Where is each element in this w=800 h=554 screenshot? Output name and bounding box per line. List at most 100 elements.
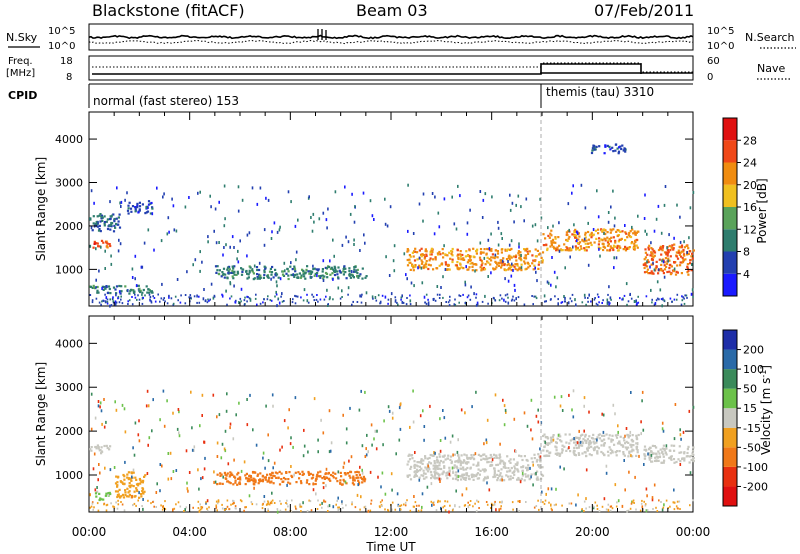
power-marks-ground: [149, 298, 151, 301]
power-marks-cell: [496, 256, 499, 259]
vel-marks-scatter: [498, 508, 500, 512]
power-marks-ground: [295, 295, 297, 298]
power-marks-cell: [683, 246, 686, 249]
nsearch-tick-bottom: 10^0: [707, 41, 734, 52]
vel-marks-cell: [616, 433, 619, 436]
power-marks-ground: [243, 303, 246, 306]
power-marks-cell: [592, 145, 595, 148]
power-marks-cell: [614, 239, 617, 242]
power-marks-ground: [381, 294, 384, 297]
power-marks-cell: [524, 254, 527, 257]
power-marks-scatter: [612, 189, 614, 193]
vel-marks-cell: [645, 449, 648, 452]
vel-marks-scatter: [475, 390, 477, 394]
power-marks-scatter: [294, 224, 297, 228]
power-marks-cell: [675, 270, 678, 273]
power-marks-cell: [667, 257, 670, 260]
power-marks-cell: [606, 236, 609, 239]
power-marks-cell: [534, 255, 537, 258]
vel-marks-cell: [528, 478, 531, 481]
power-marks-scatter: [503, 298, 505, 302]
vel-marks-cell: [354, 471, 357, 474]
power-marks-scatter: [134, 254, 137, 258]
vel-marks-cell: [630, 439, 633, 442]
power-marks-ground: [248, 297, 251, 300]
vel-marks-ground: [221, 503, 223, 506]
power-marks-cell: [429, 253, 432, 256]
vel-marks-cell: [622, 436, 625, 440]
power-colorbar-label: Power [dB]: [755, 178, 769, 243]
power-marks-cell: [636, 246, 639, 249]
power-marks-scatter: [401, 300, 404, 304]
nave-tick-top: 60: [707, 56, 720, 67]
power-marks-cell: [687, 252, 690, 256]
vel-marks-scatter: [199, 424, 201, 428]
vel-marks-cell: [484, 469, 487, 472]
vel-marks-cell: [336, 480, 339, 483]
vel-marks-cell: [134, 476, 137, 479]
power-marks-cell: [565, 246, 568, 249]
power-marks-cell: [232, 271, 235, 275]
vel-marks-cell: [541, 466, 544, 469]
power-marks-cell: [511, 264, 514, 267]
vel-marks-scatter: [423, 438, 425, 442]
power-marks-cell: [632, 232, 635, 235]
power-marks-ground: [127, 300, 129, 303]
power-marks-cell: [676, 257, 680, 260]
vel-marks-cell: [672, 458, 676, 461]
vel-marks-scatter: [605, 464, 608, 468]
power-marks-ground: [656, 297, 659, 300]
power-marks-cell: [342, 268, 345, 271]
power-marks-cell: [316, 272, 319, 275]
vel-marks-scatter: [103, 425, 106, 429]
vel-marks-scatter: [267, 459, 270, 463]
power-marks-cell: [298, 272, 301, 275]
vel-marks-ground: [583, 510, 585, 512]
vel-marks-cell: [658, 452, 661, 455]
vel-marks-cell: [439, 459, 442, 463]
power-marks-scatter: [644, 229, 646, 233]
vel-marks-cell: [248, 480, 251, 483]
vel-marks-ground: [351, 503, 353, 506]
vel-marks-ground: [414, 501, 417, 504]
power-marks-cell: [321, 274, 324, 277]
power-marks-cell: [690, 255, 693, 258]
power-marks-cell: [673, 243, 676, 246]
power-marks-cell: [108, 224, 111, 227]
vel-marks-cell: [297, 471, 300, 474]
nsearch-series: [88, 39, 694, 45]
power-marks-ground: [448, 304, 451, 307]
vel-marks-cell: [238, 482, 241, 485]
power-marks-cell: [423, 264, 426, 267]
power-marks-scatter: [417, 266, 419, 270]
power-marks-cell: [622, 149, 625, 152]
vel-marks-cell: [438, 464, 441, 467]
beam-title: Beam 03: [356, 1, 428, 20]
power-marks-ground: [425, 302, 428, 305]
power-marks-scatter: [466, 232, 469, 236]
power-marks-scatter: [275, 280, 278, 284]
vel-marks-ground: [300, 505, 303, 508]
vel-marks-cell: [608, 446, 611, 449]
vel-marks-ground: [327, 505, 329, 508]
vel-marks-cell: [508, 460, 511, 463]
vel-marks-cell: [361, 477, 364, 480]
power-marks-cell: [687, 247, 690, 250]
vel-marks-scatter: [151, 429, 153, 433]
vel-marks-scatter: [557, 433, 560, 437]
power-marks-cell: [469, 262, 472, 265]
vel-marks-ground: [581, 508, 583, 511]
vel-marks-cell: [319, 470, 322, 473]
power-marks-ground: [294, 294, 296, 297]
vel-marks-cell: [664, 451, 667, 454]
vel-cbar-tick-label: -50: [743, 441, 761, 454]
power-marks-scatter: [418, 202, 421, 206]
power-marks-cell: [406, 258, 409, 262]
power-marks-cell: [616, 229, 619, 232]
vel-marks-ground: [206, 509, 209, 512]
power-marks-cell: [425, 266, 428, 269]
power-marks-scatter: [362, 191, 365, 195]
power-marks-ground: [246, 300, 248, 303]
vel-marks-ground: [284, 508, 287, 511]
